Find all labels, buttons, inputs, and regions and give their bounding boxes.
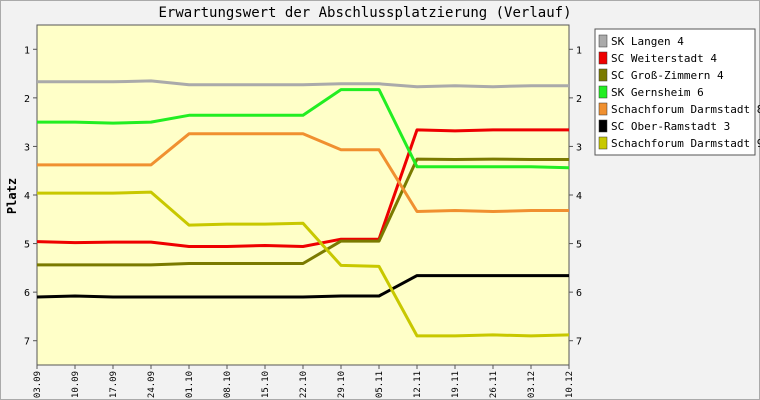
chart-title: Erwartungswert der Abschlussplatzierung … (158, 5, 571, 21)
y-tick-label: 6 (24, 288, 30, 299)
y-axis-right: 1 2 3 4 5 6 7 (569, 45, 582, 348)
plot-area (36, 24, 570, 366)
y-tick-label: 1 (576, 45, 582, 56)
x-tick-label: 29.10 (337, 371, 347, 398)
legend-swatch (598, 68, 608, 82)
legend-swatch (598, 85, 608, 99)
x-tick-label: 10.09 (71, 371, 81, 398)
legend-swatch (598, 51, 608, 65)
series-line (37, 88, 570, 170)
legend-swatch (598, 102, 608, 116)
legend-label: Schachforum Darmstadt 8 (611, 103, 760, 116)
x-tick-label: 08.10 (223, 371, 233, 398)
y-tick-label: 2 (24, 94, 30, 105)
x-tick-label: 26.11 (489, 371, 499, 398)
x-tick-label: 15.10 (261, 371, 271, 398)
series-line (37, 190, 570, 338)
x-tick-label: 17.09 (109, 371, 119, 398)
y-tick-label: 3 (24, 142, 30, 153)
x-tick-label: 19.11 (451, 371, 461, 398)
series-group (36, 79, 570, 338)
y-tick-label: 5 (24, 240, 30, 251)
x-tick-label: 12.11 (413, 371, 423, 398)
series-line (36, 274, 569, 299)
legend-label: SC Weiterstadt 4 (611, 52, 717, 65)
y-tick-label: 6 (576, 288, 582, 299)
legend-box (594, 28, 756, 156)
legend-label: SC Ober-Ramstadt 3 (611, 120, 730, 133)
legend-swatch (598, 34, 608, 48)
y-tick-label: 5 (576, 240, 582, 251)
y-tick-label: 7 (576, 337, 582, 348)
x-tick-label: 05.11 (375, 371, 385, 398)
series-line (37, 157, 569, 267)
x-tick-label: 22.10 (299, 371, 309, 398)
x-tick-label: 03.12 (527, 371, 537, 398)
series-line (37, 132, 569, 213)
y-tick-label: 1 (24, 45, 30, 56)
legend-swatch (598, 119, 608, 133)
y-tick-label: 7 (24, 337, 30, 348)
y-axis-left: 1 2 3 4 5 6 7 (24, 45, 37, 348)
legend-label: SC Groß-Zimmern 4 (611, 69, 724, 82)
legend-label: SK Langen 4 (611, 35, 684, 48)
series-line (37, 79, 569, 89)
legend: SK Langen 4 SC Weiterstadt 4 SC Groß-Zimme… (594, 28, 760, 156)
y-tick-label: 4 (576, 191, 582, 202)
y-axis-label: Platz (5, 178, 19, 214)
x-tick-label: 24.09 (147, 371, 157, 398)
x-tick-label: 10.12 (565, 371, 575, 398)
y-tick-label: 4 (24, 191, 30, 202)
y-tick-label: 2 (576, 94, 582, 105)
legend-label: SK Gernsheim 6 (611, 86, 704, 99)
x-axis: 03.09 10.09 17.09 24.09 01.10 08.10 15.10 22.10… (33, 365, 575, 398)
legend-swatch (598, 136, 608, 150)
legend-label: Schachforum Darmstadt 9 (611, 137, 760, 150)
x-tick-label: 01.10 (185, 371, 195, 398)
series-line (36, 128, 569, 248)
y-tick-label: 3 (576, 142, 582, 153)
x-tick-label: 03.09 (33, 371, 43, 398)
